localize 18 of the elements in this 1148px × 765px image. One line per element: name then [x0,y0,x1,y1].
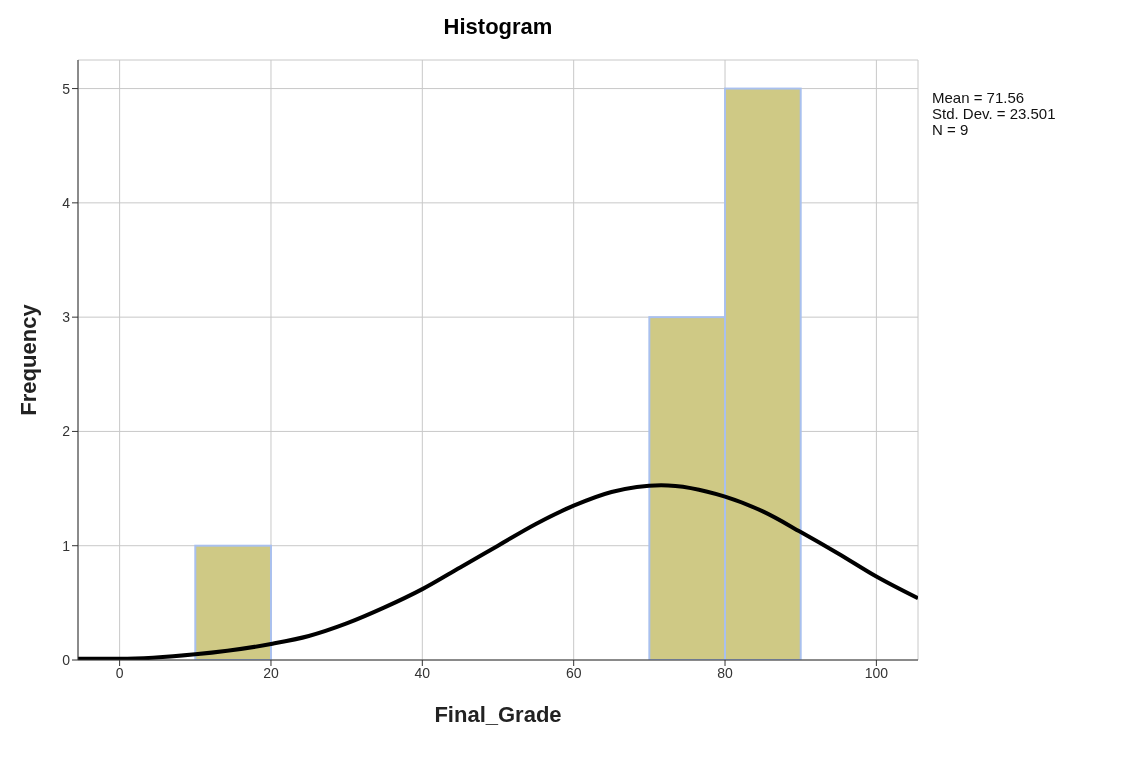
chart-title: Histogram [442,14,554,40]
y-tick-label: 0 [62,651,71,668]
x-tick-label: 60 [565,664,582,681]
y-tick-label: 1 [62,537,71,554]
x-axis-title: Final_Grade [434,702,562,727]
y-axis-title: Frequency [15,303,41,416]
x-tick-label: 100 [864,664,889,681]
y-tick-label: 2 [62,423,71,440]
y-tick-label: 5 [62,80,71,97]
x-tick-label: 20 [263,664,279,681]
x-tick-label: 0 [115,664,124,681]
y-tick-label: 3 [62,309,71,326]
y-tick-label: 4 [62,194,71,211]
text: N = 9 [932,121,970,138]
x-tick-label: 80 [717,664,734,681]
text: Mean = 71.56 [932,89,1026,106]
x-tick-label: 40 [414,664,431,681]
text: Std. Dev. = 23.501 [932,105,1056,122]
